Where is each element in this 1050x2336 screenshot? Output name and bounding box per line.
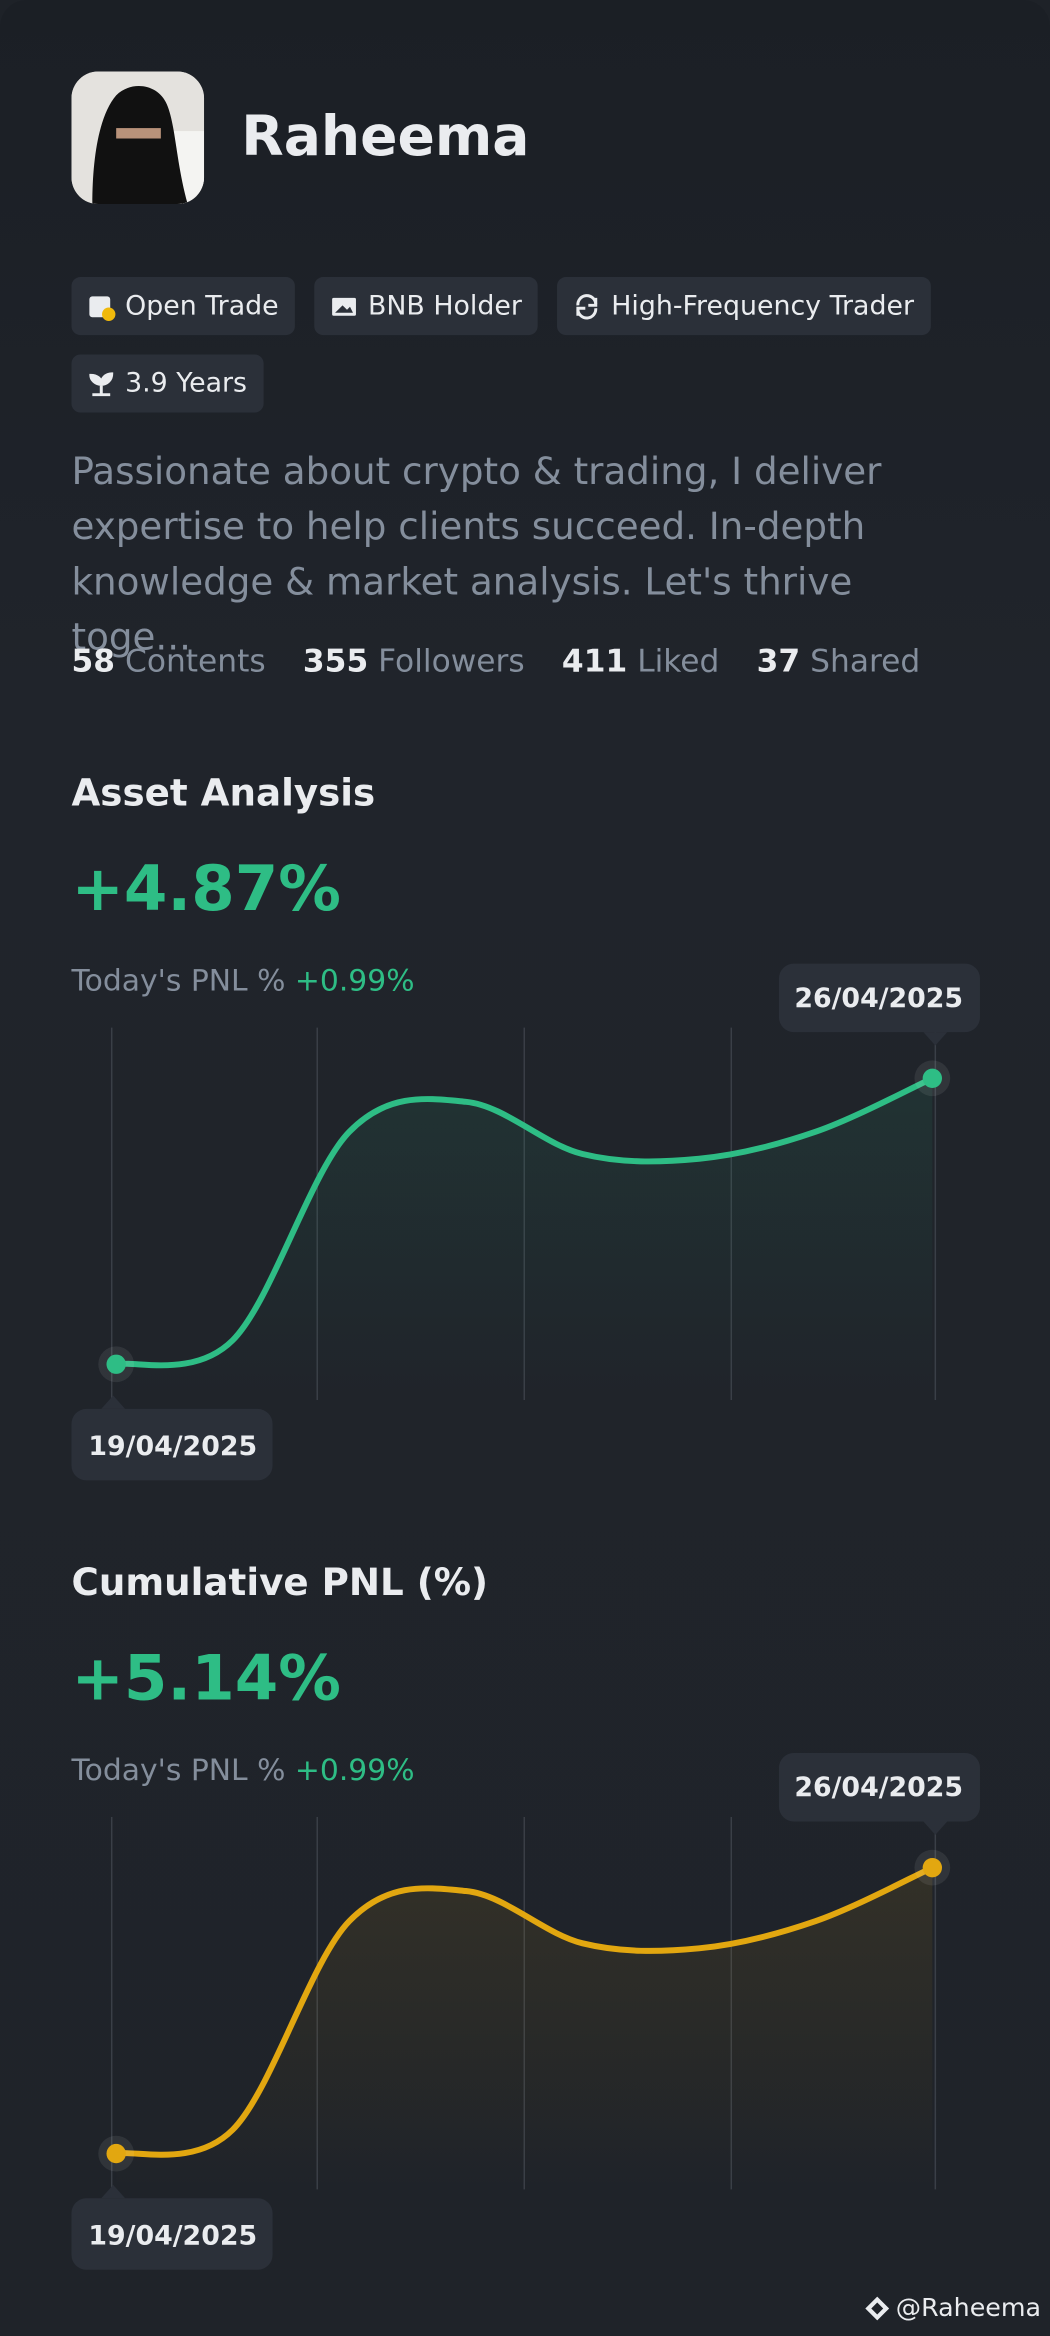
stat[interactable]: 58 Contents [71,643,265,679]
avatar[interactable] [71,71,205,205]
pnl-value: +0.99% [294,1751,415,1788]
watermark-text: @Raheema [895,2293,1042,2324]
tooltip-date: 26/04/2025 [794,1772,963,1803]
line [115,1864,934,2158]
point [106,2143,126,2164]
stat[interactable]: 37 Shared [757,643,921,679]
line [115,1075,934,1369]
area [116,1867,933,2190]
tooltip [778,1752,980,1822]
tooltip [71,2198,273,2270]
today-pnl: Today's PNL % +0.99% [71,962,414,998]
tooltip-pointer [923,1821,948,1835]
badge-label: BNB Holder [367,290,522,322]
tooltip-pointer [101,2184,126,2199]
badge[interactable]: Open Trade [71,277,296,336]
stat[interactable]: 411 Liked [562,643,719,679]
today-pnl: Today's PNL % +0.99% [71,1751,414,1787]
tooltip [71,1408,273,1481]
stat-value: 37 [756,643,801,680]
badge-label: High-Frequency Trader [611,290,915,322]
stat[interactable]: 355 Followers [303,643,525,679]
watermark: @Raheema [865,2293,1042,2324]
badge[interactable]: 3.9 Years [71,354,264,413]
badge[interactable]: BNB Holder [314,277,539,336]
pnl-value: +0.99% [294,962,415,998]
stat-value: 58 [71,643,116,680]
area [116,1078,933,1400]
stat-label: Contents [124,643,266,680]
badge-label: Open Trade [125,290,279,322]
tooltip-date: 19/04/2025 [88,2220,257,2251]
stat-label: Shared [810,643,921,680]
point [106,1354,126,1374]
tooltip-date: 19/04/2025 [88,1431,257,1462]
stat-label: Liked [637,643,720,680]
tooltip-date: 26/04/2025 [794,983,963,1014]
pnl-label: Today's PNL % [71,1751,286,1788]
chart-title: Asset Analysis [71,771,376,815]
user-name: Raheema [241,104,530,169]
line-chart: 26/04/2025 19/04/2025 [71,963,980,1481]
tooltip [778,963,980,1033]
stat-value: 355 [302,643,369,680]
stats: 58 Contents 355 Followers 411 Liked 37 S… [71,643,920,679]
pnl-label: Today's PNL % [71,962,286,998]
line-chart: 26/04/2025 19/04/2025 [71,1752,980,2270]
stat-value: 411 [561,643,628,680]
stat-label: Followers [378,643,525,680]
tooltip-pointer [101,1395,126,1409]
chart-title: Cumulative PNL (%) [71,1560,489,1605]
badges: Open Trade BNB Holder High-Frequency Tra… [71,277,980,413]
point [922,1857,943,1878]
headline-value: +5.14% [71,1641,341,1715]
bio: Passionate about crypto & trading, I del… [71,449,882,659]
point [922,1068,943,1088]
badge-label: 3.9 Years [125,367,248,400]
badge[interactable]: High-Frequency Trader [557,277,931,336]
headline-value: +4.87% [71,851,341,925]
tooltip-pointer [923,1032,948,1046]
